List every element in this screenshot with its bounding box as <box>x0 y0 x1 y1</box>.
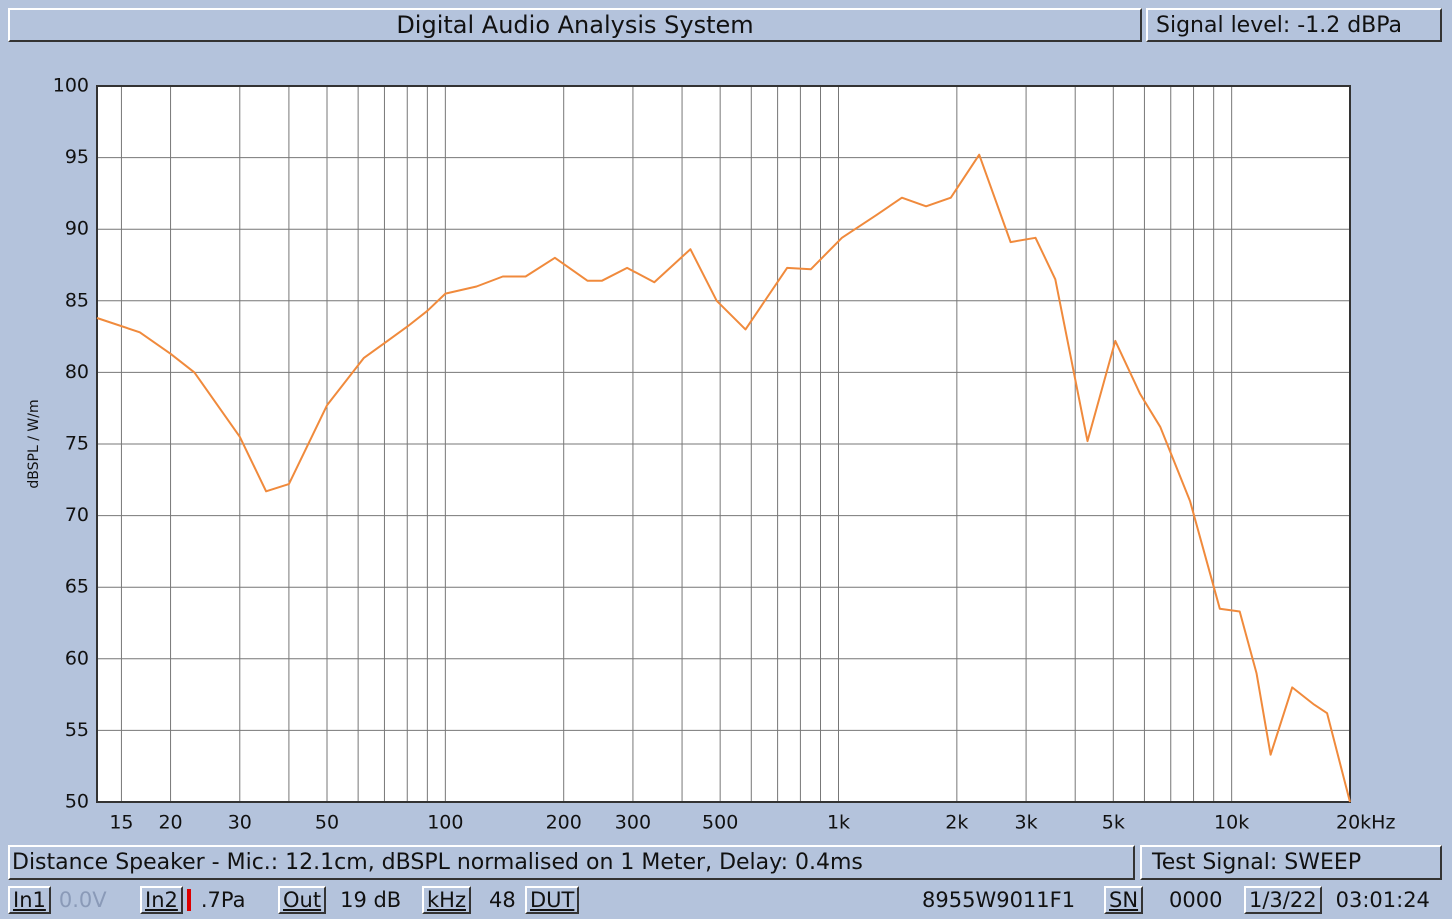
in1-button[interactable]: In1 <box>8 886 51 914</box>
khz-value: 48 <box>488 888 516 912</box>
chart: 50 55 60 65 70 75 80 85 90 95 100 15 20 30 50 100 200 300… <box>26 75 1395 834</box>
status-sn[interactable]: SN 0000 <box>1104 884 1223 916</box>
x-tick-label: 50 <box>315 812 339 834</box>
status-khz[interactable]: kHz 48 <box>422 884 516 916</box>
out-value: 19 dB <box>340 888 402 912</box>
status-in2[interactable]: In2 .7Pa <box>140 884 246 916</box>
x-tick-label: 20 <box>158 812 182 834</box>
y-tick-label: 60 <box>65 647 89 669</box>
in2-level <box>186 889 191 911</box>
khz-button[interactable]: kHz <box>422 886 471 914</box>
sn-value: 0000 <box>1169 888 1223 912</box>
status-in1[interactable]: In1 0.0V <box>8 884 107 916</box>
status-dut[interactable]: DUT <box>525 884 580 916</box>
y-tick-label: 95 <box>65 146 89 168</box>
y-tick-label: 100 <box>53 75 89 97</box>
info-bar: Distance Speaker - Mic.: 12.1cm, dBSPL n… <box>8 845 1135 880</box>
y-tick-label: 90 <box>65 218 89 240</box>
x-tick-label: 20kHz <box>1336 812 1395 834</box>
distance-text: Distance Speaker - Mic.: 12.1cm, dBSPL n… <box>12 850 863 875</box>
x-tick-label: 100 <box>427 812 463 834</box>
dut-value: 8955W9011F1 <box>922 888 1076 912</box>
sn-button[interactable]: SN <box>1104 886 1144 914</box>
x-tick-label: 30 <box>228 812 252 834</box>
y-tick-label: 50 <box>65 791 89 813</box>
x-tick-label: 2k <box>945 812 968 834</box>
out-button[interactable]: Out <box>278 886 327 914</box>
x-tick-label: 200 <box>546 812 582 834</box>
in2-button[interactable]: In2 <box>140 886 183 914</box>
x-tick-label: 500 <box>702 812 738 834</box>
date: 1/3/22 <box>1244 886 1322 914</box>
title-bar: Digital Audio Analysis System <box>8 8 1142 42</box>
plot-frame <box>96 85 1351 803</box>
x-tick-label: 5k <box>1102 812 1125 834</box>
response-curve <box>96 153 1351 803</box>
time: 03:01:24 <box>1335 888 1430 912</box>
y-tick-label: 85 <box>65 289 89 311</box>
status-datetime: 1/3/22 03:01:24 <box>1244 884 1430 916</box>
y-tick-label: 65 <box>65 576 89 598</box>
y-axis-label: dBSPL / W/m <box>26 399 42 488</box>
y-tick-label: 55 <box>65 719 89 741</box>
title: Digital Audio Analysis System <box>396 11 754 39</box>
test-signal-text: Test Signal: SWEEP <box>1152 850 1362 875</box>
in2-value: .7Pa <box>200 888 246 912</box>
status-dut-value: 8955W9011F1 <box>922 884 1075 916</box>
signal-level: Signal level: -1.2 dBPa <box>1146 8 1442 42</box>
y-tick-label: 70 <box>65 504 89 526</box>
signal-text: Signal level: -1.2 dBPa <box>1156 12 1403 38</box>
y-tick-label: 75 <box>65 433 89 455</box>
in1-value: 0.0V <box>58 888 107 912</box>
x-tick-label: 10k <box>1214 812 1249 834</box>
y-tick-label: 80 <box>65 361 89 383</box>
x-tick-label: 1k <box>827 812 850 834</box>
x-tick-label: 3k <box>1015 812 1038 834</box>
test-signal: Test Signal: SWEEP <box>1140 845 1442 880</box>
x-tick-label: 300 <box>615 812 651 834</box>
status-out[interactable]: Out 19 dB <box>278 884 401 916</box>
dut-button[interactable]: DUT <box>525 886 580 914</box>
x-tick-label: 15 <box>109 812 133 834</box>
